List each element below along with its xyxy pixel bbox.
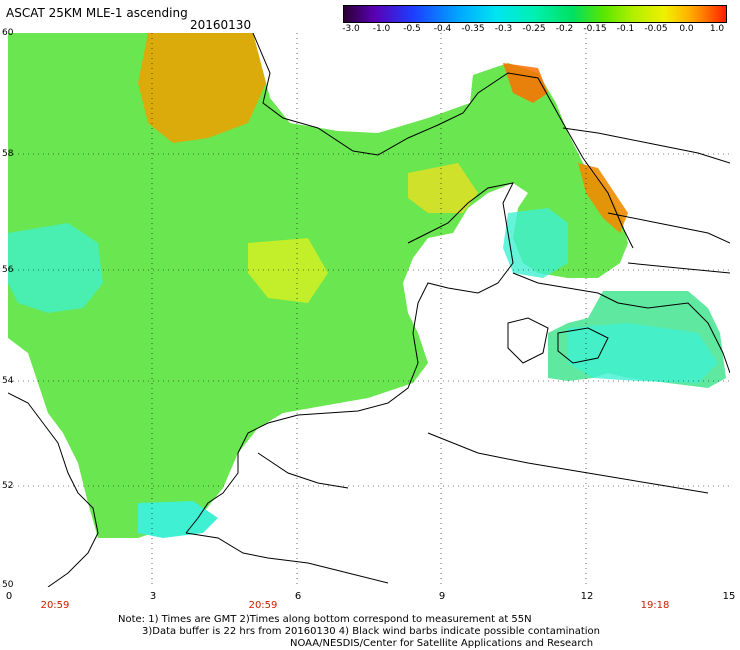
lon-label-9: 9 [438,591,446,602]
land-inland-outline [257,432,709,494]
chart-title: ASCAT 25KM MLE-1 ascending [6,6,188,20]
lon-label-12: 12 [580,591,594,602]
color-scale-label: -0.15 [583,24,607,34]
time-label-east: 19:18 [640,600,670,611]
color-scale-label: -0.25 [522,24,546,34]
color-scale-label: -1.0 [372,24,391,34]
cyan-patch-west [8,223,103,313]
map-panel [8,33,730,587]
lat-label-54: 54 [2,376,14,386]
lon-label-3: 3 [149,591,157,602]
color-scale-label: -0.5 [403,24,421,34]
cyan-patch-baltic [568,323,718,383]
land-islands-outline [507,317,609,364]
color-scale-label: -3.0 [342,24,360,34]
yellow-patch-east [408,163,478,213]
lat-grid [8,153,730,487]
note-line-2: 3)Data buffer is 22 hrs from 20160130 4)… [142,626,600,637]
yellow-patch-center [248,238,328,303]
color-scale-label: -0.3 [494,24,513,34]
lat-label-52: 52 [2,481,14,491]
lat-label-50: 50 [2,580,14,590]
color-scale-svg [344,6,726,22]
orange-coast-east [578,163,628,233]
cyan-patch-south [138,501,218,538]
lat-label-60: 60 [2,28,14,38]
color-scale-label: -0.35 [461,24,485,34]
color-scale-label: -0.05 [644,24,668,34]
note-line-1: Note: 1) Times are GMT 2)Times along bot… [118,614,532,625]
land-low-countries-outline [185,532,389,584]
footer-note: Note: 1) Times are GMT 2)Times along bot… [118,614,600,650]
land-norway-outline [252,33,634,249]
lat-label-56: 56 [2,265,14,275]
land-germany-netherlands-outline [185,332,419,534]
time-label-center: 20:59 [248,600,278,611]
cyan-patch-kattegat [503,208,568,278]
lon-label-6: 6 [294,591,302,602]
note-line-3: NOAA/NESDIS/Center for Satellite Applica… [290,638,594,649]
hot-patch-norway [503,63,548,103]
wind-map-svg [8,33,730,587]
land-baltic-coast-outline [512,272,730,374]
lon-label-15: 15 [722,591,736,602]
lat-label-58: 58 [2,149,14,159]
color-scale-label: -0.2 [555,24,574,34]
color-scale-label: -0.1 [616,24,635,34]
color-scale-label: -0.4 [433,24,452,34]
color-scale-label: 0.0 [679,24,694,34]
land-britain-outline [8,392,99,587]
land-denmark-outline [407,182,514,334]
time-label-west: 20:59 [40,600,70,611]
land-sweden-outline [562,127,730,274]
chart-date: 20160130 [190,18,252,32]
color-scale-bar [343,5,727,23]
color-scale-label: 1.0 [709,24,725,34]
lon-label-0: 0 [5,591,13,602]
hot-patch-north [138,33,266,143]
